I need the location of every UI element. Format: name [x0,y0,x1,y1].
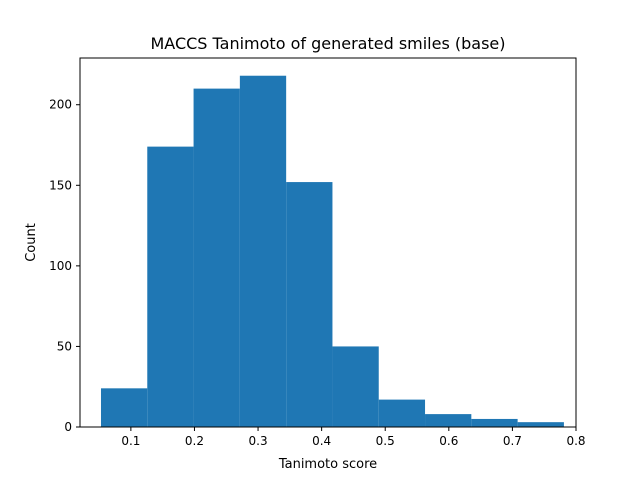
x-axis-ticks: 0.1 0.2 0.3 0.4 0.5 0.6 0.7 0.8 [121,427,586,448]
y-axis-label: Count [24,223,39,262]
plot-frame [79,57,577,428]
y-axis-ticks: 0 50 100 150 200 [49,98,80,434]
x-tick-label: 0.5 [376,434,395,448]
y-tick-label: 0 [64,420,72,434]
histogram-bar [239,75,287,428]
chart-title: MACCS Tanimoto of generated smiles (base… [150,34,505,53]
histogram-bar [193,88,240,427]
x-tick-label: 0.7 [503,434,522,448]
x-axis-label: Tanimoto score [278,457,377,472]
histogram-bar [378,399,426,427]
histogram-bar [100,388,148,427]
x-tick-label: 0.1 [121,434,140,448]
y-tick-label: 200 [49,98,72,112]
histogram-bar [517,422,564,427]
histogram-bar [471,418,518,427]
histogram-bar [286,182,333,427]
histogram-bar [332,346,379,427]
x-tick-label: 0.2 [185,434,204,448]
y-tick-label: 150 [49,178,72,192]
x-tick-label: 0.4 [312,434,331,448]
x-tick-label: 0.8 [566,434,585,448]
x-tick-label: 0.6 [439,434,458,448]
histogram-bar [425,414,472,427]
x-tick-label: 0.3 [249,434,268,448]
histogram-bar [147,146,194,427]
bars-group [100,75,564,428]
y-tick-label: 50 [57,339,72,353]
y-tick-label: 100 [49,259,72,273]
